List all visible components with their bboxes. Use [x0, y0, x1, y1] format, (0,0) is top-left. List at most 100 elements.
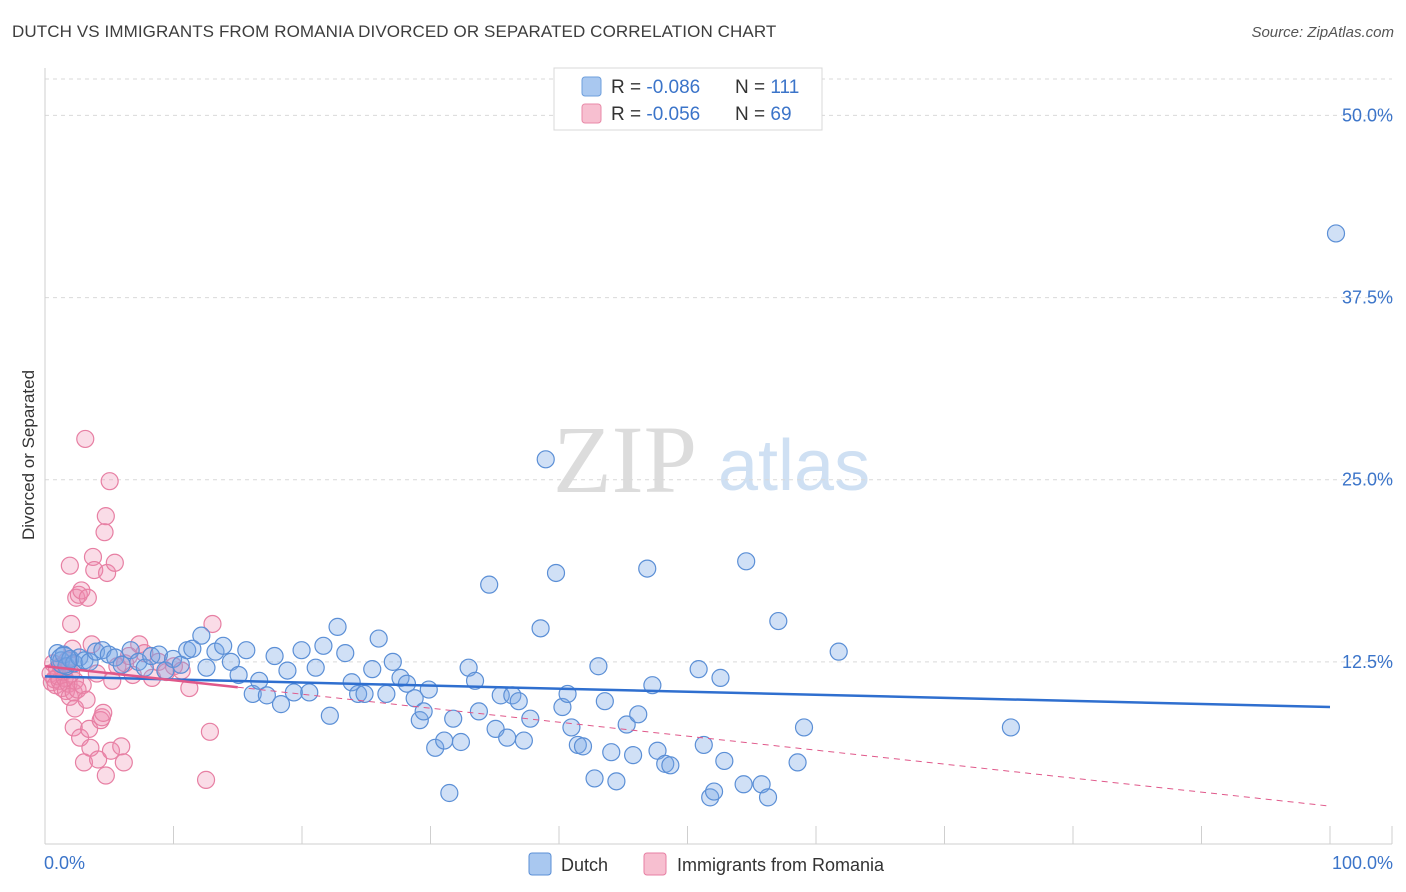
dutch-point [320, 706, 339, 725]
romania-point [89, 750, 108, 769]
romania-point [72, 581, 91, 600]
romania-point [112, 737, 131, 756]
watermark-atlas: atlas [718, 426, 870, 506]
dutch-point [514, 731, 533, 750]
y-tick-labels: 12.5% 25.0% 37.5% 50.0% [1342, 105, 1393, 671]
dutch-point [758, 788, 778, 807]
dutch-point [562, 718, 581, 737]
dutch-point [737, 552, 756, 571]
dutch-point [183, 639, 202, 658]
legend-dutch-n: 111 [770, 77, 799, 98]
dutch-point [734, 775, 753, 794]
dutch-point [278, 661, 297, 680]
dutch-point [229, 665, 248, 685]
grid [45, 78, 1392, 663]
dutch-point [112, 655, 131, 674]
dutch-point [585, 769, 604, 788]
dutch-point [629, 705, 648, 724]
dutch-point [414, 702, 433, 721]
dutch-point [306, 658, 325, 677]
dutch-point [265, 646, 284, 666]
dutch-point [715, 751, 734, 771]
romania-point [96, 507, 115, 526]
y-axis-title: Divorced or Separated [19, 370, 38, 540]
dutch-point [314, 636, 333, 655]
chart-title: DUTCH VS IMMIGRANTS FROM ROMANIA DIVORCE… [12, 22, 777, 41]
dutch-point [521, 709, 540, 728]
dutch-point [829, 642, 848, 661]
dutch-point [589, 657, 608, 676]
dutch-point [661, 756, 680, 775]
legend-bottom-dutch-swatch [528, 852, 552, 876]
y-tick-label: 50.0% [1342, 105, 1393, 125]
romania-point [100, 472, 119, 491]
dutch-point [328, 617, 347, 636]
dutch-point [794, 718, 814, 737]
dutch-point [607, 772, 626, 791]
axes [44, 68, 1393, 845]
dutch-point [106, 648, 125, 667]
dutch-point [440, 783, 459, 803]
legend-dutch-r: -0.086 [646, 77, 700, 98]
dutch-point [498, 728, 517, 747]
romania-point [62, 614, 81, 634]
dutch-point [197, 658, 216, 677]
dutch-point [546, 563, 566, 583]
legend-romania-swatch [581, 103, 602, 124]
dutch-point [292, 641, 311, 660]
dutch-point [300, 683, 319, 702]
romania-point [196, 770, 216, 789]
romania-point [95, 523, 114, 542]
legend-bottom: Dutch Immigrants from Romania [528, 852, 885, 876]
series-romania [41, 429, 222, 789]
romania-point [77, 690, 96, 709]
romania-point [76, 429, 95, 449]
dutch-point [595, 692, 614, 711]
romania-point [98, 563, 117, 583]
dutch-point [363, 660, 382, 679]
romania-point [203, 614, 222, 634]
dutch-point [237, 641, 256, 660]
dutch-point [689, 660, 708, 679]
romania-trend-line-extension [237, 686, 1331, 807]
romania-trend-line [44, 664, 238, 689]
y-tick-label: 37.5% [1342, 288, 1393, 308]
dutch-point [369, 629, 388, 648]
legend-bottom-romania-swatch [643, 852, 667, 876]
dutch-point [711, 668, 730, 687]
dutch-point [1001, 718, 1020, 737]
dutch-point [536, 450, 555, 469]
watermark-zip: ZIP [553, 406, 697, 513]
dutch-point [342, 673, 361, 692]
dutch-point [336, 644, 355, 663]
dutch-point [788, 753, 807, 772]
dutch-point [509, 692, 528, 711]
dutch-point [769, 611, 788, 631]
romania-point [64, 718, 83, 737]
legend-romania-entry: R = -0.056 N = 69 [611, 104, 792, 125]
dutch-point [284, 683, 303, 702]
x-tick-labels: 0.0% 100.0% [44, 853, 1393, 873]
romania-point [78, 588, 97, 607]
dutch-point [602, 743, 621, 762]
dutch-point [624, 746, 643, 765]
dutch-point [214, 636, 233, 655]
source-label: Source: ZipAtlas.com [1251, 24, 1394, 41]
dutch-point [192, 626, 211, 645]
dutch-trend-line [44, 675, 1331, 709]
legend-top: R = -0.086 N = 111 R = -0.056 N = 69 [553, 67, 823, 131]
romania-point [114, 753, 133, 772]
trend-lines [44, 664, 1331, 807]
legend-romania-n: 69 [770, 104, 791, 125]
dutch-point [643, 676, 662, 695]
dutch-point [480, 575, 499, 594]
romania-point [200, 722, 220, 741]
romania-point [83, 547, 103, 567]
legend-bottom-dutch-label: Dutch [561, 855, 608, 875]
dutch-point [694, 735, 713, 755]
legend-dutch-swatch [581, 76, 602, 97]
romania-point [96, 766, 115, 785]
dutch-point [573, 737, 593, 756]
watermark: ZIP atlas [553, 406, 870, 513]
